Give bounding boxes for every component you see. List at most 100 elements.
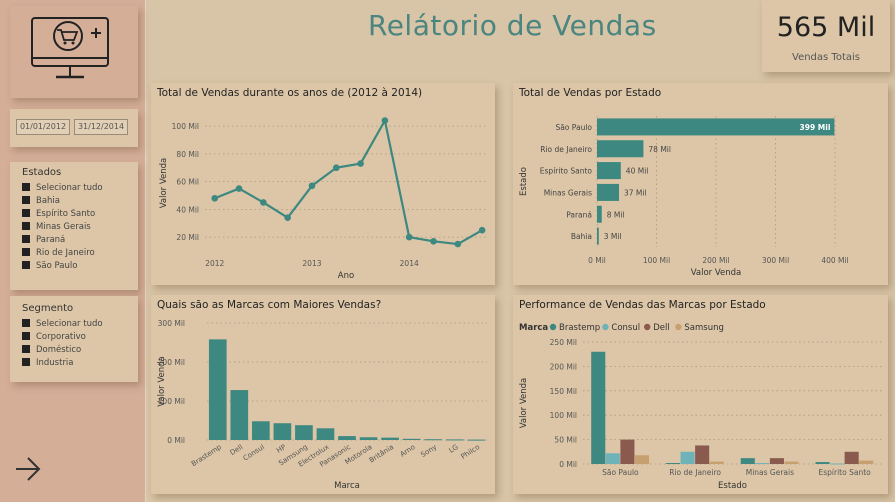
bar xyxy=(605,453,620,464)
category-label: Espírito Santo xyxy=(819,468,872,477)
estados-slicer-title: Estados xyxy=(22,167,62,178)
checkbox-icon[interactable] xyxy=(22,183,30,191)
grouped-chart-title: Performance de Vendas das Marcas por Est… xyxy=(519,299,766,311)
data-point xyxy=(211,194,219,202)
y-tick-label: 100 Mil xyxy=(550,411,577,420)
segmento-item-domestico[interactable]: Doméstico xyxy=(22,345,81,355)
legend-label: Consul xyxy=(611,323,640,333)
estados-item-sao-paulo[interactable]: São Paulo xyxy=(22,261,77,271)
start-date-input[interactable]: 01/01/2012 xyxy=(16,119,70,135)
data-point xyxy=(235,185,243,192)
hbar-chart-card: Total de Vendas por Estado 0 Mil 100 Mil 2… xyxy=(513,83,888,285)
bar xyxy=(359,437,378,440)
y-tick-label: 50 Mil xyxy=(554,436,577,445)
category-label: Bahia xyxy=(571,232,592,241)
bar xyxy=(273,423,292,440)
legend-label: Brastemp xyxy=(559,323,600,333)
line-chart-card: Total de Vendas durante os anos de (2012… xyxy=(151,83,495,285)
x-tick-label: 2013 xyxy=(302,259,321,268)
x-tick-label: 400 Mil xyxy=(821,256,848,265)
bar xyxy=(252,421,270,440)
estados-item-selecionar-tudo[interactable]: Selecionar tudo xyxy=(22,183,103,193)
bar xyxy=(680,451,695,464)
estados-item-label: Selecionar tudo xyxy=(36,183,103,193)
checkbox-icon[interactable] xyxy=(22,345,30,353)
x-tick-label: 0 Mil xyxy=(588,256,606,265)
bar xyxy=(424,439,442,441)
checkbox-icon[interactable] xyxy=(22,222,30,230)
category-label: Britânia xyxy=(368,443,395,465)
x-tick-label: 300 Mil xyxy=(762,256,789,265)
segmento-item-label: Corporativo xyxy=(36,332,86,342)
bar xyxy=(740,458,755,464)
checkbox-icon[interactable] xyxy=(22,261,30,269)
x-axis-label: Valor Venda xyxy=(691,268,742,278)
segmento-item-label: Doméstico xyxy=(36,345,82,355)
data-label: 3 Mil xyxy=(604,232,622,241)
estados-item-espirito-santo[interactable]: Espírito Santo xyxy=(22,209,95,219)
checkbox-icon[interactable] xyxy=(22,358,30,366)
y-tick-label: 200 Mil xyxy=(158,358,185,367)
data-point xyxy=(478,226,486,234)
y-tick-label: 250 Mil xyxy=(550,338,577,347)
checkbox-icon[interactable] xyxy=(22,209,30,217)
bar xyxy=(467,439,486,441)
estados-item-parana[interactable]: Paraná xyxy=(22,235,65,245)
arrow-right-icon[interactable] xyxy=(14,456,42,482)
y-tick-label: 0 Mil xyxy=(167,436,185,445)
data-point xyxy=(454,240,462,248)
x-axis-label: Estado xyxy=(718,481,747,491)
end-date-input[interactable]: 31/12/2014 xyxy=(74,119,128,135)
kpi-label: Vendas Totais xyxy=(792,52,860,63)
y-tick-label: 80 Mil xyxy=(176,150,199,159)
legend-label: Dell xyxy=(653,323,670,333)
segmento-item-corporativo[interactable]: Corporativo xyxy=(22,332,86,342)
y-tick-label: 200 Mil xyxy=(550,362,577,371)
data-point xyxy=(284,214,291,221)
y-tick-label: 100 Mil xyxy=(172,122,199,131)
data-point xyxy=(357,160,364,167)
bar xyxy=(381,437,399,440)
x-axis-label: Ano xyxy=(338,271,354,281)
estados-item-bahia[interactable]: Bahia xyxy=(22,196,60,206)
estados-item-rio-de-janeiro[interactable]: Rio de Janeiro xyxy=(22,248,95,258)
data-label: 78 Mil xyxy=(648,145,671,154)
estados-item-minas-gerais[interactable]: Minas Gerais xyxy=(22,222,91,232)
bar xyxy=(402,438,421,440)
estados-item-label: Rio de Janeiro xyxy=(36,248,95,258)
bar xyxy=(597,162,621,180)
line-chart: 20 Mil 40 Mil 60 Mil 80 Mil 100 Mil 2012 2013 2… xyxy=(159,117,487,281)
category-label: LG xyxy=(448,443,460,455)
segmento-slicer-title: Segmento xyxy=(22,303,74,314)
estados-slicer: Estados Selecionar tudo Bahia Espírito S… xyxy=(10,162,138,290)
bar xyxy=(597,183,620,201)
data-point xyxy=(430,237,437,245)
y-tick-label: 100 Mil xyxy=(158,397,185,406)
estados-item-label: Bahia xyxy=(36,196,60,206)
bar xyxy=(830,463,845,465)
bar xyxy=(597,205,602,223)
legend-label: Samsung xyxy=(684,323,723,333)
segmento-item-industria[interactable]: Industria xyxy=(22,358,74,368)
estados-item-label: Minas Gerais xyxy=(36,222,91,232)
estados-item-label: Paraná xyxy=(36,235,66,245)
category-label: Consul xyxy=(242,443,266,463)
checkbox-icon[interactable] xyxy=(22,332,30,340)
grouped-chart: Marca Brastemp Consul Dell Samsung 0 Mil 50 Mi… xyxy=(519,323,882,491)
bar xyxy=(316,428,335,440)
x-axis-label: Marca xyxy=(334,481,360,491)
segmento-item-selecionar-tudo[interactable]: Selecionar tudo xyxy=(22,319,103,329)
bar xyxy=(597,118,835,136)
checkbox-icon[interactable] xyxy=(22,235,30,243)
data-label: 40 Mil xyxy=(626,167,649,176)
checkbox-icon[interactable] xyxy=(22,319,30,327)
checkbox-icon[interactable] xyxy=(22,196,30,204)
y-tick-label: 150 Mil xyxy=(550,387,577,396)
category-label: São Paulo xyxy=(555,123,592,132)
series-line xyxy=(214,119,483,246)
checkbox-icon[interactable] xyxy=(22,248,30,256)
bar xyxy=(591,351,606,464)
brands-chart-title: Quais são as Marcas com Maiores Vendas? xyxy=(157,299,382,311)
bar xyxy=(859,460,874,464)
